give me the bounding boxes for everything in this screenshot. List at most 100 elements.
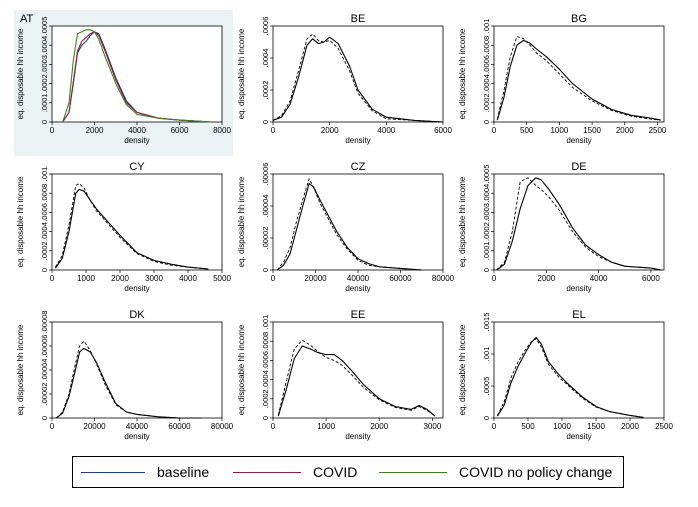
x-tick-label-bg: 1000 — [550, 126, 568, 135]
y-tick-label-at: .0002 — [40, 74, 49, 93]
panel-cz: CZ 0 20000 40000 60000 80000 0 .00002 .00004 .000… — [235, 158, 455, 304]
x-tick-label-cy: 4000 — [179, 274, 197, 283]
series-line-at-covid-no-policy-change — [62, 29, 212, 123]
legend-item-covid-no-policy-change: COVID no policy change — [379, 457, 623, 487]
y-tick-label-cy: .0006 — [40, 203, 49, 222]
y-tick-label-el: .0005 — [482, 377, 491, 396]
x-axis-label-bg: density — [566, 136, 591, 145]
x-tick-label-de: 6000 — [642, 274, 660, 283]
series-line-ee-baseline — [277, 345, 436, 417]
panel-title-be: BE — [351, 13, 366, 25]
y-axis-label-bg: eq. disposable hh income — [458, 28, 467, 119]
x-tick-label-dk: 80000 — [211, 422, 234, 431]
y-tick-label-ee: .0002 — [261, 389, 270, 408]
x-tick-label-de: 2000 — [537, 274, 555, 283]
legend-item-baseline: baseline — [81, 457, 241, 487]
x-axis-label-el: density — [566, 432, 591, 441]
plot-region-at — [51, 25, 223, 123]
y-tick-label-cy: .0008 — [40, 184, 49, 203]
y-tick-label-ee: .0006 — [261, 351, 270, 370]
panel-title-cy: CY — [129, 161, 145, 173]
x-tick-label-bg: 500 — [520, 126, 534, 135]
y-tick-label-dk: .00008 — [40, 311, 49, 334]
x-tick-label-el: 2500 — [655, 422, 673, 431]
x-tick-label-bg: 1500 — [583, 126, 601, 135]
legend-swatch-covid-no-policy-change — [379, 472, 447, 473]
plot-region-dk — [51, 321, 223, 419]
legend: baseline COVID COVID no policy change — [72, 456, 624, 488]
y-tick-label-bg: .0002 — [482, 93, 491, 112]
x-axis-label-dk: density — [124, 432, 149, 441]
x-tick-label-bg: 2500 — [649, 126, 667, 135]
y-tick-label-bg: 0 — [482, 120, 491, 124]
panel-title-at: AT — [20, 13, 34, 25]
y-axis-label-cz: eq. disposable hh income — [237, 176, 246, 267]
x-tick-label-cz: 80000 — [432, 274, 455, 283]
series-line-cz-covid — [276, 178, 422, 271]
y-tick-label-be: 0 — [261, 120, 270, 124]
x-axis-label-at: density — [124, 136, 149, 145]
panel-dk: DK0 20000 40000 60000 800000.00002.00004.000… — [14, 306, 234, 452]
x-tick-label-cz: 20000 — [304, 274, 327, 283]
y-tick-label-cy: .0004 — [40, 222, 49, 241]
plot-region-de — [493, 173, 665, 271]
y-tick-label-at: .0001 — [40, 93, 49, 112]
y-tick-label-ee: 0 — [261, 416, 270, 420]
y-tick-label-dk: .00004 — [40, 359, 49, 382]
y-tick-label-at: .0003 — [40, 55, 49, 74]
panel-cy: CY 0 1000 2000 3000 4000 5000 0 .0002.0004.0006.… — [14, 158, 233, 304]
x-tick-label-at: 0 — [50, 126, 55, 135]
x-tick-label-cy: 2000 — [111, 274, 129, 283]
x-tick-label-cy: 1000 — [77, 274, 95, 283]
y-axis-label-cy: eq. disposable hh income — [16, 176, 25, 267]
x-tick-label-cy: 0 — [50, 274, 55, 283]
y-tick-label-de: .0003 — [482, 203, 491, 222]
panel-title-de: DE — [571, 161, 586, 173]
series-line-be-covid — [272, 33, 444, 123]
y-tick-label-cz: .00006 — [261, 163, 270, 186]
y-tick-label-de: 0 — [482, 268, 491, 272]
y-tick-label-cz: .00004 — [261, 195, 270, 218]
x-tick-label-at: 8000 — [213, 126, 231, 135]
y-axis-label-el: eq. disposable hh income — [458, 324, 467, 415]
y-tick-label-de: .0002 — [482, 222, 491, 241]
x-tick-label-el: 1000 — [553, 422, 571, 431]
series-line-bg-baseline — [496, 39, 661, 121]
x-tick-label-ee: 1000 — [317, 422, 335, 431]
x-tick-label-dk: 20000 — [83, 422, 106, 431]
x-tick-label-cz: 60000 — [389, 274, 412, 283]
plot-region-el — [493, 321, 665, 419]
x-tick-label-dk: 40000 — [126, 422, 149, 431]
y-tick-label-at: 0 — [40, 120, 49, 124]
y-tick-label-de: .0001 — [482, 241, 491, 260]
x-tick-label-ee: 0 — [271, 422, 276, 431]
x-tick-label-de: 4000 — [590, 274, 608, 283]
x-axis-label-ee: density — [345, 432, 370, 441]
x-tick-label-dk: 60000 — [168, 422, 191, 431]
y-tick-label-at: .0005 — [40, 17, 49, 36]
y-axis-label-dk: eq. disposable hh income — [16, 324, 25, 415]
series-line-dk-covid — [55, 340, 201, 419]
y-tick-label-el: .0015 — [482, 313, 491, 332]
legend-label-covid-no-policy-change: COVID no policy change — [459, 464, 613, 480]
series-line-cz-baseline — [276, 183, 422, 271]
series-line-cy-baseline — [54, 188, 209, 270]
y-tick-label-cy: 0 — [40, 268, 49, 272]
x-tick-label-de: 0 — [492, 274, 497, 283]
series-line-cy-covid — [55, 183, 209, 270]
plot-region-bg — [493, 25, 665, 123]
panel-be: BE 0 2000 4000 6000 0 .0002 .0004 .0006 density eq… — [235, 10, 454, 156]
x-tick-label-ee: 3000 — [423, 422, 441, 431]
x-tick-label-cy: 3000 — [145, 274, 163, 283]
y-tick-label-de: .0005 — [482, 165, 491, 184]
y-tick-label-el: 0 — [482, 416, 491, 420]
y-tick-label-ee: .0004 — [261, 370, 270, 389]
y-tick-label-ee: .001 — [261, 315, 270, 330]
x-tick-label-el: 1500 — [587, 422, 605, 431]
legend-swatch-covid — [233, 472, 301, 473]
x-tick-label-be: 0 — [271, 126, 276, 135]
y-tick-label-el: .001 — [482, 347, 491, 362]
y-tick-label-dk: .00002 — [40, 383, 49, 406]
x-tick-label-ee: 2000 — [370, 422, 388, 431]
